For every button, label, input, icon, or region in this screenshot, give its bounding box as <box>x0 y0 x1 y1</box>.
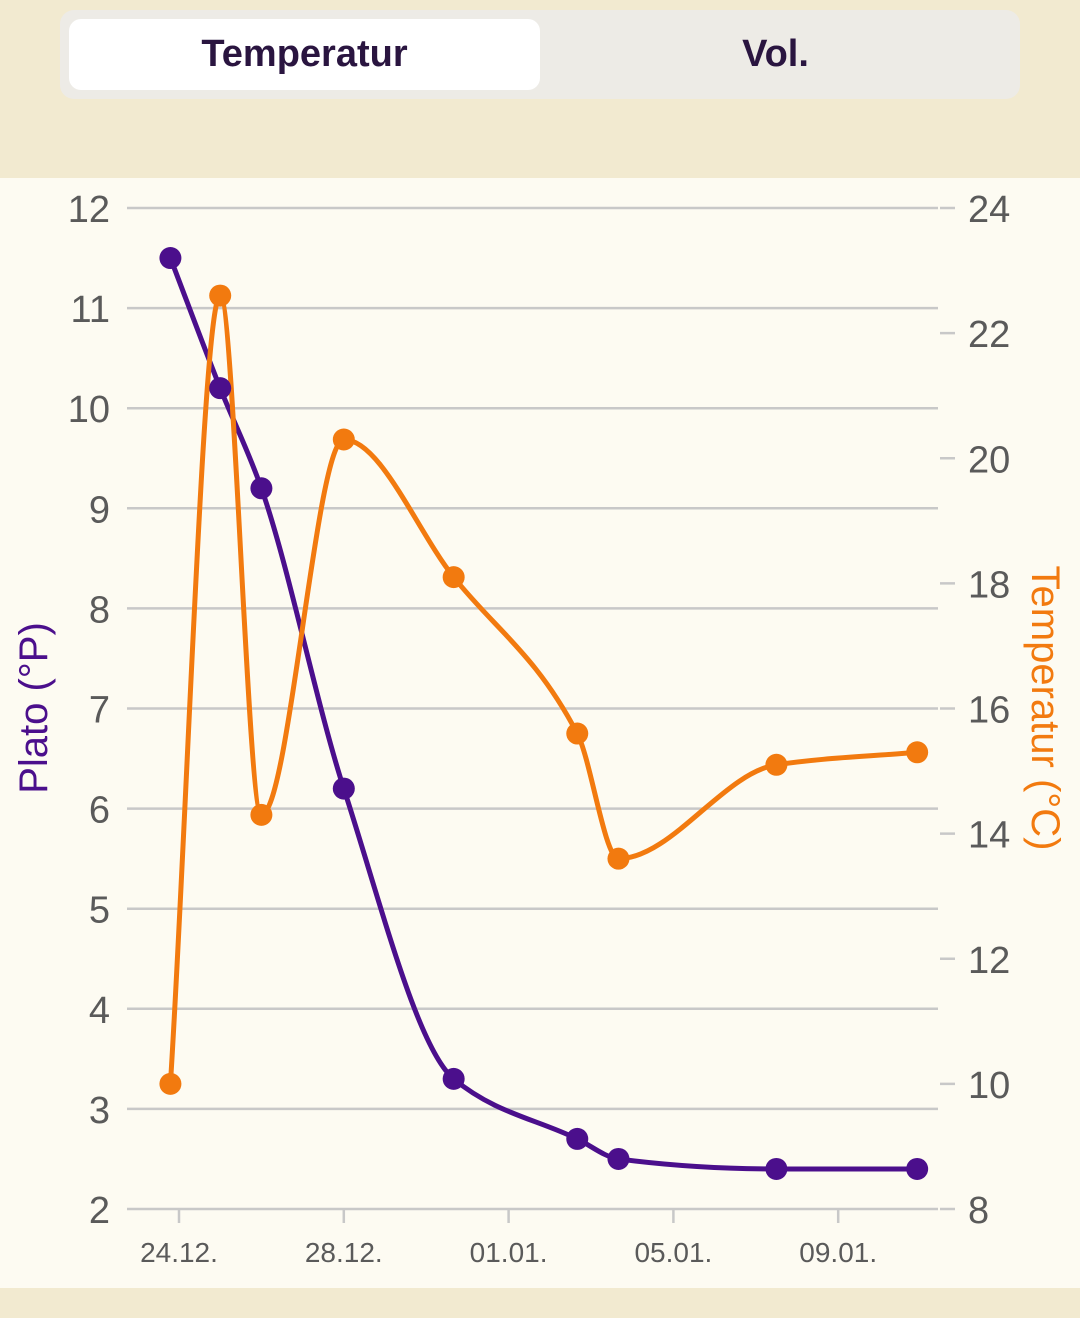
left-tick-label: 11 <box>71 289 110 331</box>
series-points <box>159 247 929 1180</box>
temperature-point[interactable] <box>250 803 273 826</box>
right-tick-label: 12 <box>968 940 1010 982</box>
tab-temperatur[interactable]: Temperatur <box>69 19 540 90</box>
chart-panel: 2 3 4 5 6 7 8 9 10 11 12 8 10 12 14 16 18 20 22 24 24.12. 2… <box>0 178 1080 1288</box>
plato-line <box>167 255 920 1172</box>
x-tick-label: 05.01. <box>634 1237 712 1268</box>
left-tick-label: 12 <box>68 189 110 231</box>
series-lines <box>167 255 920 1172</box>
x-tick-label: 01.01. <box>470 1237 548 1268</box>
header-band: Temperatur Vol. <box>0 0 1080 178</box>
temperature-line <box>167 293 920 1087</box>
temperature-point[interactable] <box>159 1072 182 1095</box>
plato-point[interactable] <box>159 247 182 270</box>
x-axis: 24.12. 28.12. 01.01. 05.01. 09.01. <box>140 1209 877 1268</box>
x-tick-label: 09.01. <box>799 1237 877 1268</box>
left-tick-label: 3 <box>89 1090 110 1132</box>
plato-point[interactable] <box>250 477 273 500</box>
right-tick-label: 24 <box>968 189 1010 231</box>
chart-mode-switch: Temperatur Vol. <box>60 10 1020 99</box>
temperature-point[interactable] <box>209 284 232 307</box>
temperature-point[interactable] <box>442 566 465 589</box>
left-tick-label: 8 <box>89 589 110 631</box>
right-tick-label: 10 <box>968 1065 1010 1107</box>
left-axis-title: Plato (°P) <box>12 622 56 794</box>
footer-band <box>0 1288 1080 1318</box>
temperature-point[interactable] <box>332 428 355 451</box>
plato-point[interactable] <box>442 1067 465 1090</box>
left-tick-label: 5 <box>89 890 110 932</box>
plato-point[interactable] <box>906 1157 929 1180</box>
grid-lines <box>127 206 938 1211</box>
x-tick-label: 28.12. <box>305 1237 383 1268</box>
temperature-point[interactable] <box>566 722 589 745</box>
x-tick-label: 24.12. <box>140 1237 218 1268</box>
left-tick-label: 7 <box>89 690 110 732</box>
temperature-point[interactable] <box>906 741 929 764</box>
right-tick-label: 20 <box>968 439 1010 481</box>
right-tick-label: 22 <box>968 314 1010 356</box>
left-tick-label: 4 <box>89 990 110 1032</box>
plato-point[interactable] <box>332 777 355 800</box>
right-tick-label: 18 <box>968 564 1010 606</box>
temperature-point[interactable] <box>607 847 630 870</box>
right-tick-label: 14 <box>968 815 1010 857</box>
right-tick-label: 8 <box>968 1190 989 1232</box>
plato-point[interactable] <box>209 377 232 400</box>
plato-point[interactable] <box>765 1157 788 1180</box>
tab-vol[interactable]: Vol. <box>742 33 809 75</box>
left-tick-label: 10 <box>68 389 110 431</box>
left-axis: 2 3 4 5 6 7 8 9 10 11 12 <box>68 189 110 1232</box>
right-axis-title: Temperatur (°C) <box>1023 566 1067 851</box>
left-tick-label: 9 <box>89 489 110 531</box>
temperature-point[interactable] <box>765 753 788 776</box>
right-tick-label: 16 <box>968 690 1010 732</box>
plato-point[interactable] <box>566 1127 589 1150</box>
left-tick-label: 2 <box>89 1190 110 1232</box>
left-tick-label: 6 <box>89 790 110 832</box>
plato-point[interactable] <box>607 1147 630 1170</box>
right-axis: 8 10 12 14 16 18 20 22 24 <box>940 189 1010 1232</box>
